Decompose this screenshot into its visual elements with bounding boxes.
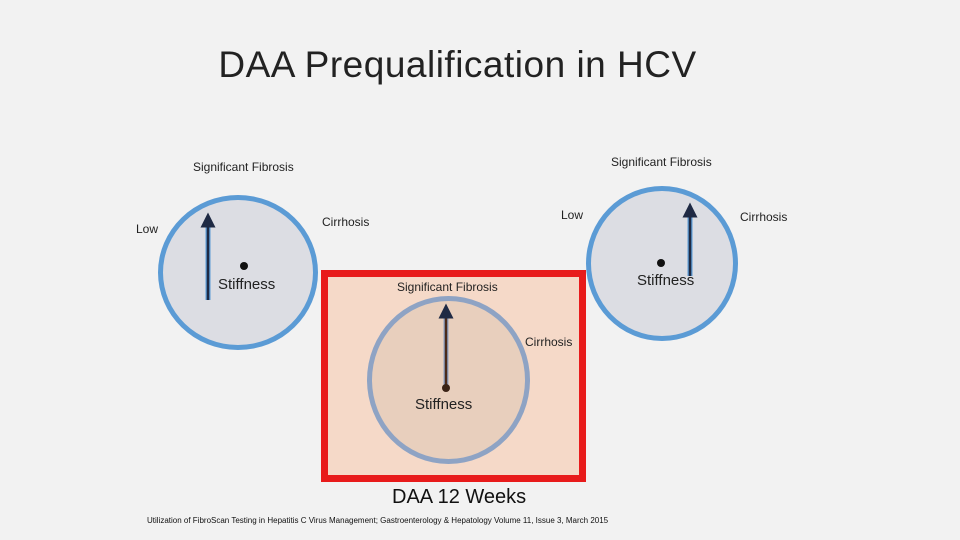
- gauge-left-low-label: Low: [136, 222, 159, 236]
- gauge-right-cirrhosis-label: Cirrhosis: [740, 210, 788, 224]
- gauge-center-stiffness-label: Stiffness: [415, 396, 473, 413]
- gauge-center-pivot: [442, 384, 450, 392]
- gauge-right-top-label: Significant Fibrosis: [611, 155, 712, 169]
- gauge-right-low-label: Low: [561, 208, 584, 222]
- caption-daa-12-weeks: DAA 12 Weeks: [392, 486, 527, 508]
- source-citation: Utilization of FibroScan Testing in Hepa…: [147, 516, 609, 525]
- gauge-center-cirrhosis-label: Cirrhosis: [525, 335, 573, 349]
- gauge-left-pivot: [240, 262, 248, 270]
- gauge-left-top-label: Significant Fibrosis: [193, 160, 294, 174]
- slide-title: DAA Prequalification in HCV: [218, 44, 697, 85]
- gauge-left-stiffness-label: Stiffness: [218, 276, 276, 293]
- gauge-right-stiffness-label: Stiffness: [637, 272, 695, 289]
- gauge-left-cirrhosis-label: Cirrhosis: [322, 215, 370, 229]
- gauge-right-pivot: [657, 259, 665, 267]
- gauge-center-top-label: Significant Fibrosis: [397, 280, 498, 294]
- gauge-left: [158, 195, 318, 350]
